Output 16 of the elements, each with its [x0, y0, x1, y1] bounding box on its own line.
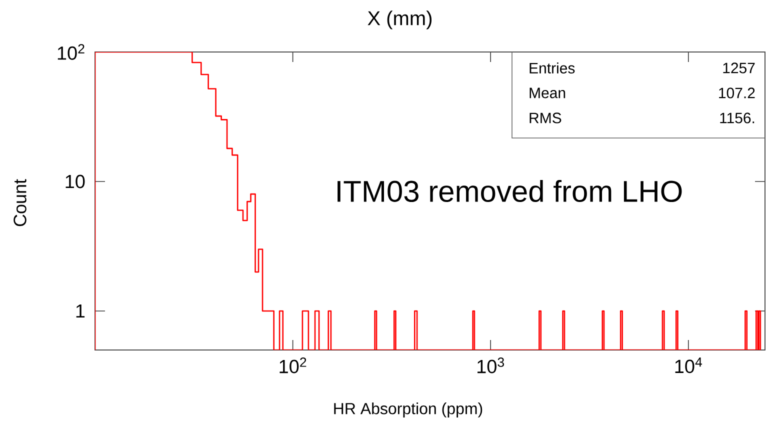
annotation: 107.2: [719, 88, 755, 98]
annotation: 1257: [723, 62, 755, 74]
y-tick-label: 10$^{2}$: [58, 44, 84, 60]
x-tick-label: 10$^{2}$: [280, 358, 306, 374]
x-tick-label: 10$^{4}$: [675, 358, 702, 374]
y-axis-title: Count: [14, 179, 26, 226]
y-tick-label: 10: [66, 174, 85, 188]
x-tick-label: 10$^{3}$: [478, 358, 504, 374]
annotation: ITM03 removed from LHO: [338, 180, 682, 202]
annotation: 1156.: [720, 112, 754, 124]
x-axis-title: HR Absorption (ppm): [334, 402, 482, 418]
annotation: RMS: [530, 112, 562, 124]
y-tick-label: 1: [76, 304, 85, 318]
chart-title: X (mm): [368, 10, 432, 30]
annotation: Mean: [530, 88, 566, 98]
annotation: Entries: [530, 62, 575, 74]
